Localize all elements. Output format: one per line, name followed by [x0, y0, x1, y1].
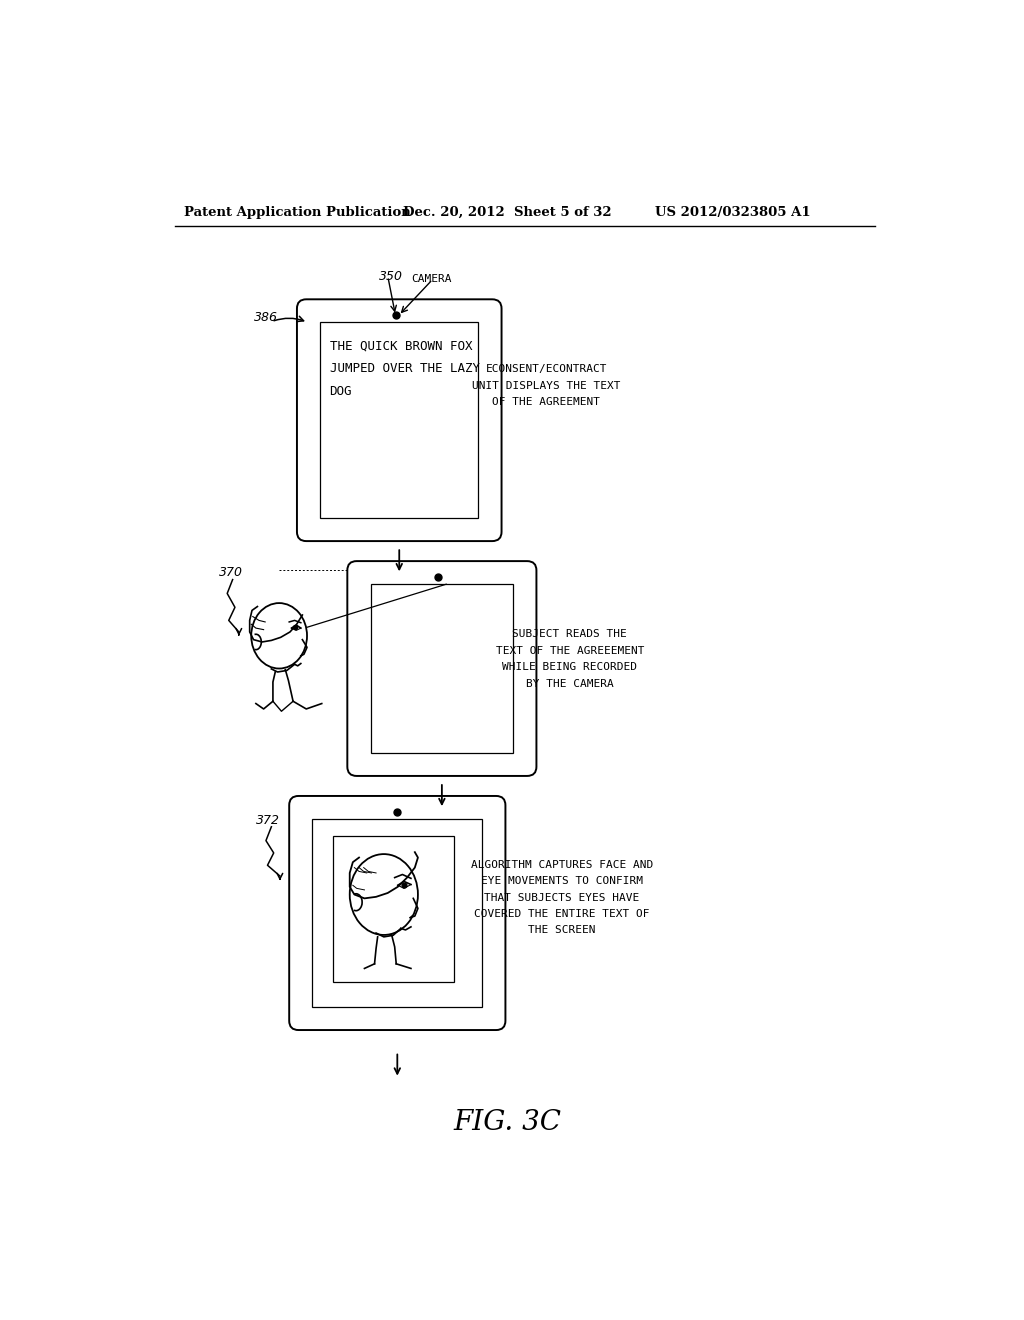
FancyBboxPatch shape: [297, 300, 502, 541]
Text: CAMERA: CAMERA: [411, 275, 452, 284]
Bar: [312, 818, 482, 1007]
Text: FIG. 3C: FIG. 3C: [454, 1109, 562, 1137]
Ellipse shape: [350, 854, 418, 935]
Bar: [371, 585, 513, 752]
Text: THE QUICK BROWN FOX
JUMPED OVER THE LAZY
DOG: THE QUICK BROWN FOX JUMPED OVER THE LAZY…: [330, 339, 479, 399]
Text: 372: 372: [256, 814, 280, 828]
Bar: [334, 836, 454, 982]
Bar: [321, 322, 478, 517]
Ellipse shape: [251, 603, 307, 668]
Text: ECONSENT/ECONTRACT
UNIT DISPLAYS THE TEXT
OF THE AGREEMENT: ECONSENT/ECONTRACT UNIT DISPLAYS THE TEX…: [472, 364, 621, 407]
Text: 370: 370: [219, 566, 244, 579]
Text: 350: 350: [379, 271, 402, 282]
Text: Patent Application Publication: Patent Application Publication: [183, 206, 411, 219]
FancyBboxPatch shape: [289, 796, 506, 1030]
FancyBboxPatch shape: [347, 561, 537, 776]
Text: 386: 386: [254, 312, 279, 323]
Text: US 2012/0323805 A1: US 2012/0323805 A1: [655, 206, 811, 219]
Text: SUBJECT READS THE
TEXT OF THE AGREEEMENT
WHILE BEING RECORDED
BY THE CAMERA: SUBJECT READS THE TEXT OF THE AGREEEMENT…: [496, 630, 644, 689]
Text: Dec. 20, 2012  Sheet 5 of 32: Dec. 20, 2012 Sheet 5 of 32: [403, 206, 611, 219]
Text: ALGORITHM CAPTURES FACE AND
EYE MOVEMENTS TO CONFIRM
THAT SUBJECTS EYES HAVE
COV: ALGORITHM CAPTURES FACE AND EYE MOVEMENT…: [471, 859, 653, 936]
